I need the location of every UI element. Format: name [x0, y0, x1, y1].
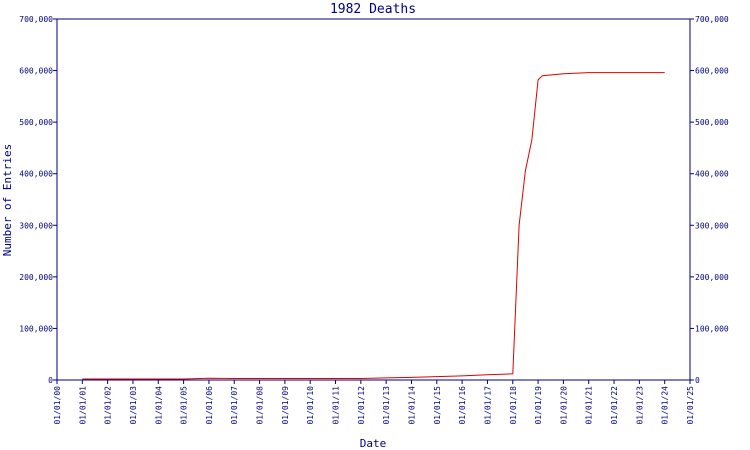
x-axis-label: Date: [360, 437, 387, 450]
x-tick-label: 01/01/22: [610, 386, 619, 425]
x-tick-label: 01/01/16: [458, 386, 467, 425]
x-tick-label: 01/01/04: [154, 386, 163, 425]
y-tick-label: 200,000: [19, 273, 53, 282]
y2-tick-label: 700,000: [695, 15, 729, 24]
x-tick-label: 01/01/01: [78, 386, 87, 425]
x-tick-label: 01/01/23: [635, 386, 644, 425]
y-tick-label: 300,000: [19, 221, 53, 230]
data-line: [82, 72, 665, 380]
x-tick-label: 01/01/17: [483, 386, 492, 425]
y2-tick-label: 100,000: [695, 324, 729, 333]
x-tick-label: 01/01/03: [129, 386, 138, 425]
x-tick-label: 01/01/07: [230, 386, 239, 425]
y2-tick-label: 400,000: [695, 170, 729, 179]
x-tick-label: 01/01/19: [534, 386, 543, 425]
x-tick-label: 01/01/02: [104, 386, 113, 425]
x-tick-label: 01/01/05: [180, 386, 189, 425]
x-tick-label: 01/01/25: [686, 386, 695, 425]
x-tick-label: 01/01/18: [509, 386, 518, 425]
x-tick-label: 01/01/12: [357, 386, 366, 425]
x-tick-label: 01/01/08: [256, 386, 265, 425]
y-tick-label: 400,000: [19, 170, 53, 179]
y-tick-label: 500,000: [19, 118, 53, 127]
x-tick-label: 01/01/20: [559, 386, 568, 425]
x-tick-label: 01/01/09: [281, 386, 290, 425]
y2-tick-label: 300,000: [695, 221, 729, 230]
y2-tick-label: 600,000: [695, 67, 729, 76]
y2-tick-label: 0: [695, 376, 700, 385]
y2-tick-label: 200,000: [695, 273, 729, 282]
x-tick-label: 01/01/21: [585, 386, 594, 425]
x-tick-label: 01/01/13: [382, 386, 391, 425]
x-tick-label: 01/01/15: [433, 386, 442, 425]
y-tick-label: 100,000: [19, 324, 53, 333]
x-tick-label: 01/01/24: [661, 386, 670, 425]
chart-title: 1982 Deaths: [330, 2, 416, 17]
y-tick-label: 0: [48, 376, 53, 385]
x-tick-label: 01/01/14: [407, 386, 416, 425]
y2-tick-label: 500,000: [695, 118, 729, 127]
x-tick-label: 01/01/11: [332, 386, 341, 425]
x-tick-label: 01/01/10: [306, 386, 315, 425]
x-tick-label: 01/01/00: [53, 386, 62, 425]
y-tick-label: 600,000: [19, 67, 53, 76]
y-tick-label: 700,000: [19, 15, 53, 24]
plot-frame: [56, 18, 691, 381]
x-tick-label: 01/01/06: [205, 386, 214, 425]
y-axis-label: Number of Entries: [1, 144, 14, 257]
